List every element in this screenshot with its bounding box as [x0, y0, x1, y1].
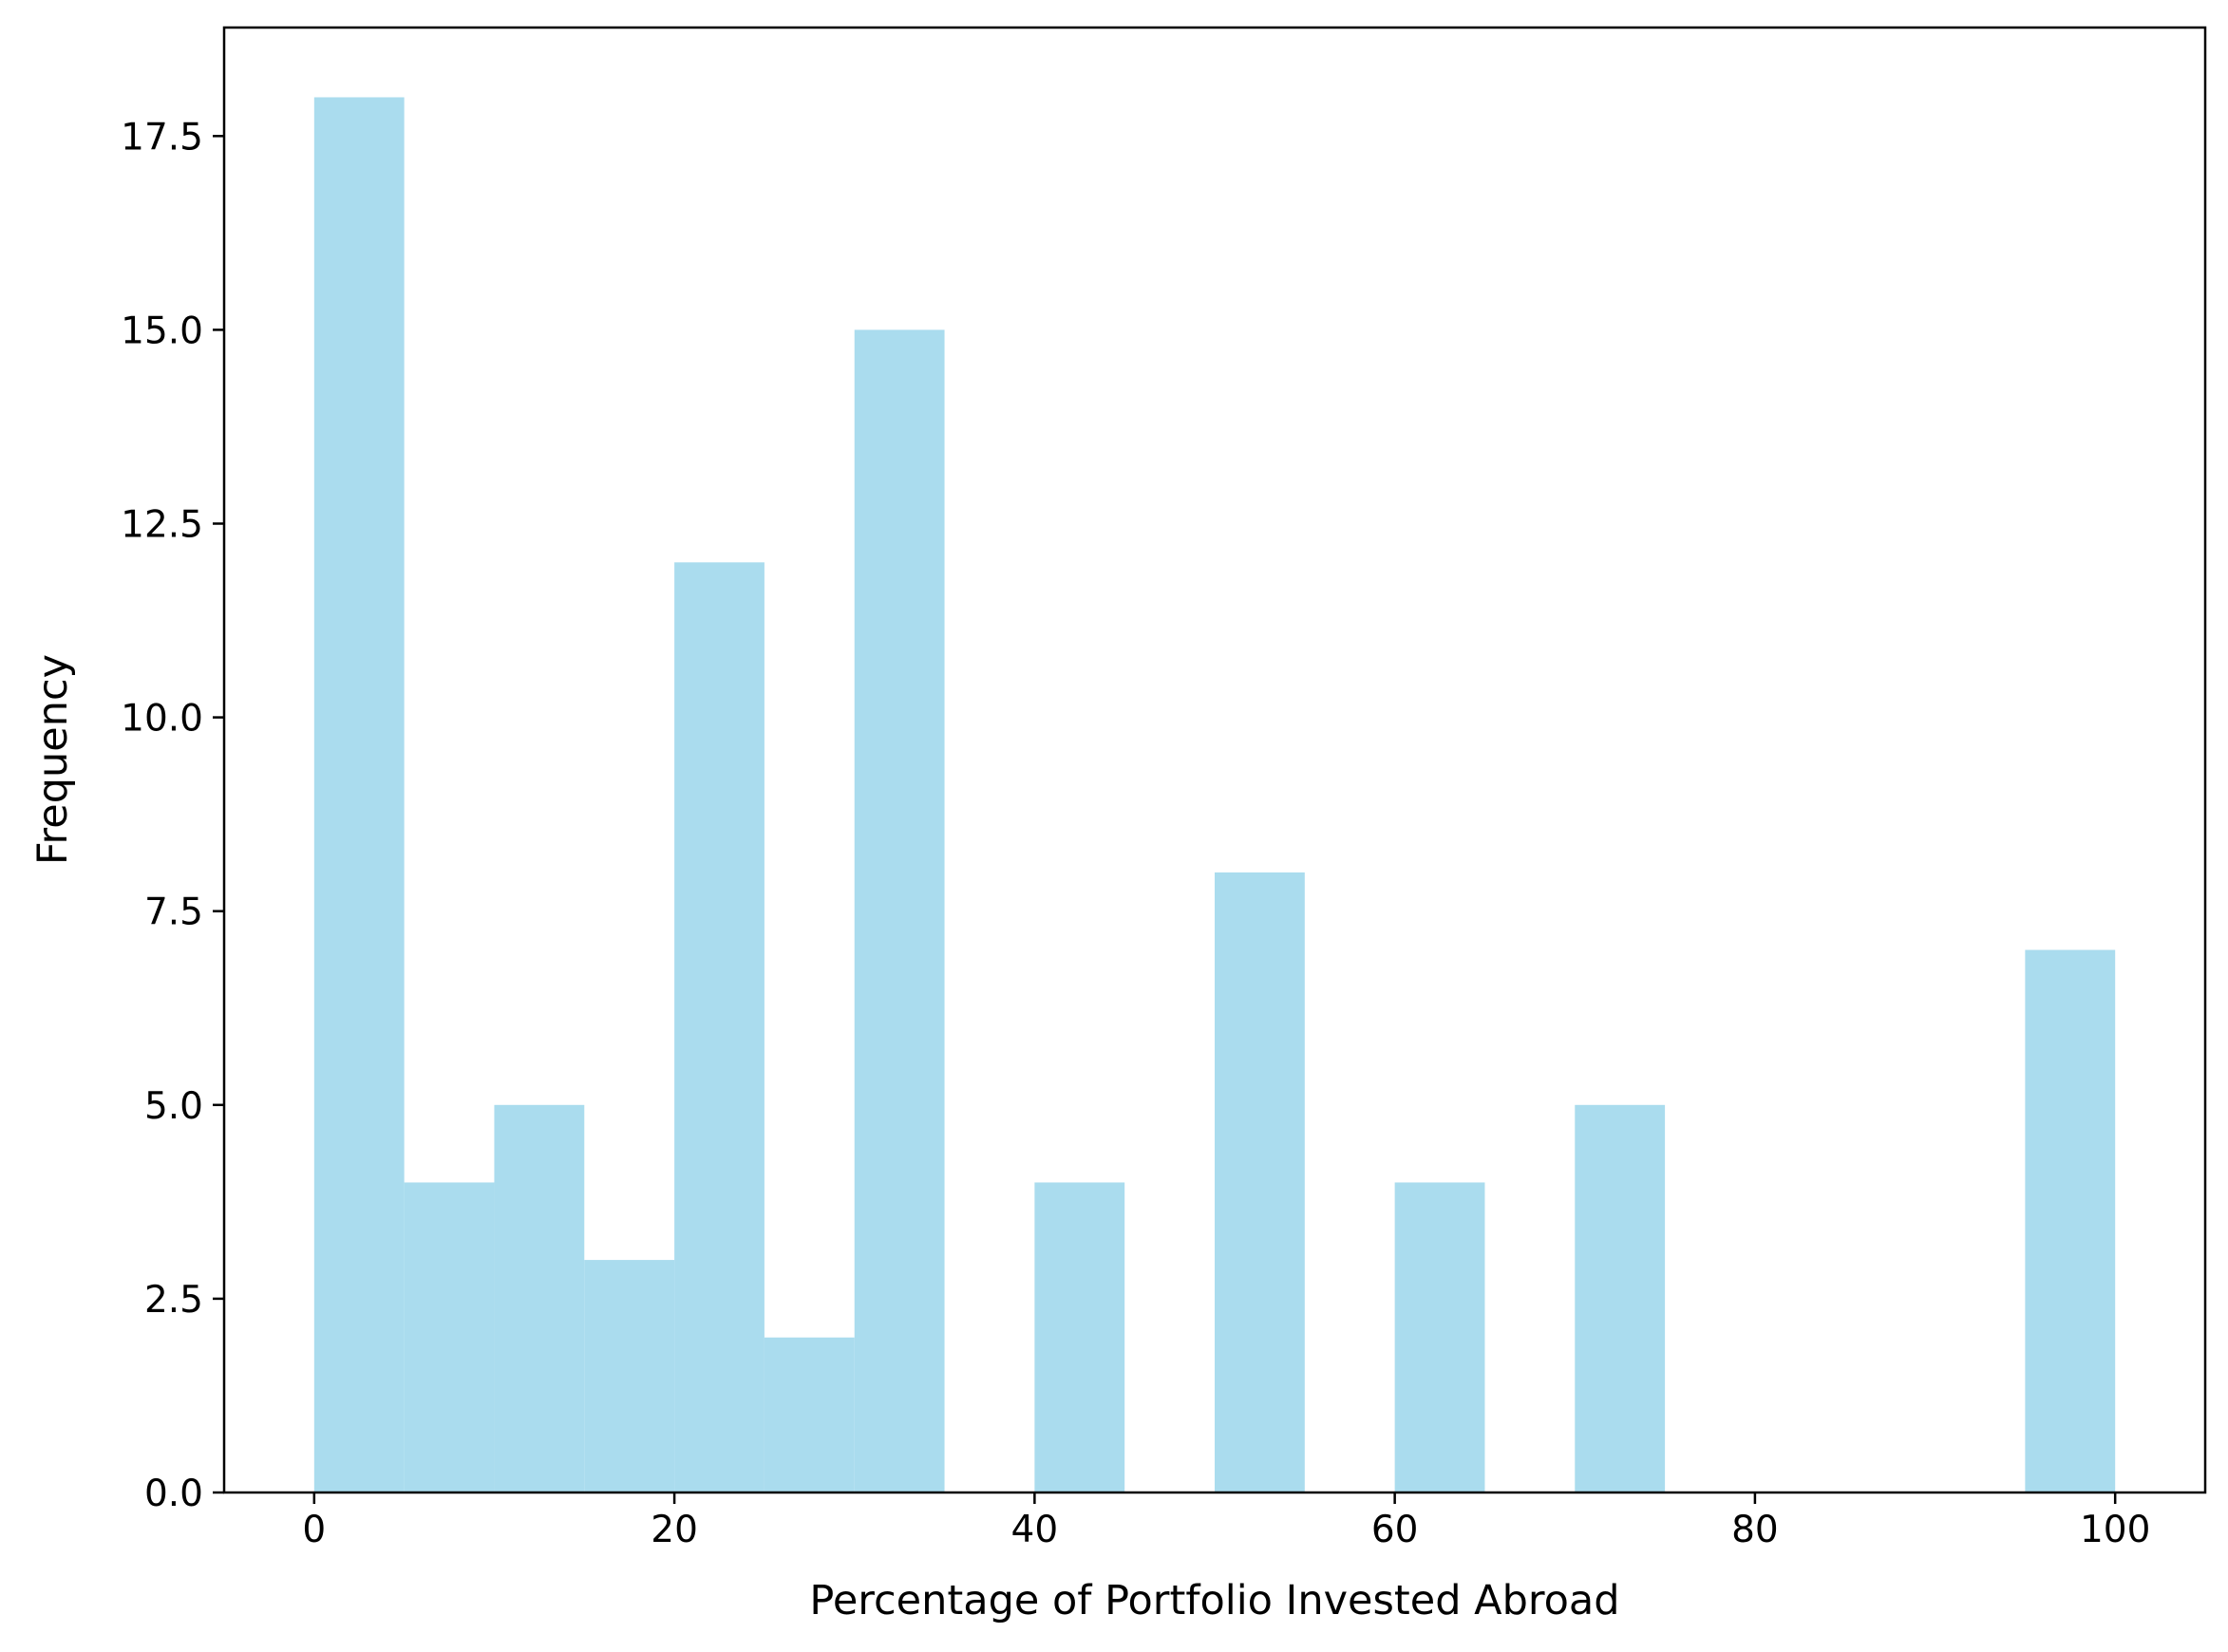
y-tick-label: 12.5: [121, 503, 203, 546]
histogram-bar: [1575, 1104, 1666, 1492]
histogram-bar: [854, 329, 945, 1492]
y-tick-label: 5.0: [144, 1085, 203, 1128]
histogram-bar: [313, 97, 405, 1492]
x-tick-label: 80: [1731, 1509, 1779, 1551]
y-axis-ticks: 0.0 2.5 5.0 7.5 10.0 12.5 15.0 17.5: [121, 116, 224, 1515]
histogram-bar: [1034, 1182, 1125, 1492]
histogram-bar: [2025, 949, 2116, 1492]
histogram-bar: [494, 1104, 585, 1492]
y-tick-label: 2.5: [144, 1279, 203, 1322]
x-tick-label: 40: [1011, 1509, 1059, 1551]
x-tick-label: 100: [2080, 1509, 2150, 1551]
x-tick-label: 20: [651, 1509, 698, 1551]
y-tick-label: 15.0: [121, 310, 203, 352]
histogram-bar: [404, 1182, 495, 1492]
histogram-bar: [584, 1260, 675, 1492]
x-axis-label: Percentage of Portfolio Invested Abroad: [809, 1577, 1619, 1624]
y-axis-label: Frequency: [29, 654, 77, 865]
y-tick-label: 0.0: [144, 1473, 203, 1515]
y-tick-label: 17.5: [121, 116, 203, 159]
x-tick-label: 0: [302, 1509, 326, 1551]
histogram-bars: [313, 97, 2116, 1492]
y-tick-label: 7.5: [144, 892, 203, 934]
y-tick-label: 10.0: [121, 698, 203, 741]
x-axis-ticks: 0 20 40 60 80 100: [302, 1492, 2150, 1551]
histogram-bar: [1394, 1182, 1485, 1492]
histogram-bar: [1215, 872, 1305, 1492]
x-tick-label: 60: [1371, 1509, 1419, 1551]
plot-area-frame: [222, 26, 2207, 1494]
histogram-bar: [764, 1337, 855, 1492]
histogram-bar: [674, 562, 765, 1492]
